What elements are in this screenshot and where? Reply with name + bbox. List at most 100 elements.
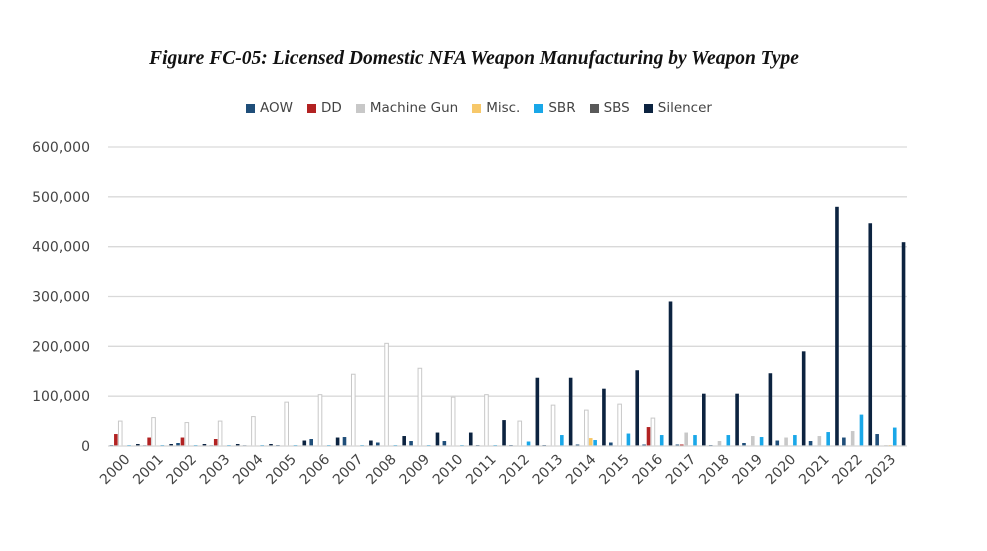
bar-machine-gun-2013 [550, 404, 556, 447]
bar-machine-gun-2019 [750, 436, 755, 446]
bar-sbr-2022 [859, 414, 864, 446]
legend-label: Silencer [657, 100, 712, 116]
bar-aow-2015 [609, 442, 613, 446]
bar-machine-gun-2018 [717, 441, 722, 446]
bar-silencer-2011 [502, 420, 506, 446]
bar-sbr-2017 [693, 435, 697, 446]
bar-silencer-2014 [602, 388, 606, 446]
bar-silencer-2003 [235, 444, 240, 446]
x-tick-label: 2012 [496, 452, 533, 489]
bar-machine-gun-2014 [584, 409, 589, 447]
bar-dd-2000 [114, 434, 118, 446]
y-tick-label: 200,000 [32, 339, 90, 355]
y-tick-label: 0 [81, 439, 90, 455]
legend-item-aow: AOW [246, 100, 293, 116]
bar-silencer-2001 [169, 444, 173, 446]
x-tick-label: 2006 [297, 451, 334, 488]
bar-sbr-2023 [892, 427, 897, 446]
bar-silencer-2009 [435, 432, 440, 446]
bar-silencer-2005 [302, 440, 307, 446]
legend: AOW DD Machine Gun Misc. SBR SBS Silencer [0, 100, 958, 116]
legend-item-sbr: SBR [534, 100, 576, 116]
x-tick-label: 2020 [763, 452, 800, 489]
bar-dd-2003 [213, 439, 218, 446]
x-tick-label: 2002 [164, 452, 201, 489]
bar-silencer-2007 [369, 440, 373, 446]
bar-silencer-2023 [901, 242, 906, 446]
bar-silencer-2000 [136, 444, 140, 446]
bar-aow-2019 [742, 443, 746, 446]
bar-silencer-2012 [535, 377, 540, 446]
x-tick-label: 2014 [563, 451, 600, 488]
x-tick-label: 2013 [530, 452, 567, 489]
x-tick-label: 2015 [596, 452, 633, 489]
bar-machine-gun-2017 [684, 432, 688, 446]
bar-aow-2023 [875, 434, 879, 446]
legend-item-sbs: SBS [589, 100, 630, 116]
bar-silencer-2013 [568, 377, 573, 446]
legend-label: Machine Gun [369, 100, 459, 116]
bar-dd-2002 [180, 437, 185, 446]
legend-swatch [472, 103, 482, 113]
bar-dd-2001 [147, 437, 151, 446]
bar-machine-gun-2007 [350, 373, 356, 447]
legend-label: DD [321, 100, 342, 116]
bar-machine-gun-2010 [450, 396, 456, 447]
legend-item-dd: DD [307, 100, 342, 116]
legend-swatch [246, 103, 256, 113]
bar-machine-gun-2021 [817, 436, 822, 446]
x-tick-label: 2000 [97, 452, 134, 489]
bar-sbr-2014 [593, 440, 597, 446]
bar-aow-2020 [775, 440, 780, 446]
bar-sbr-2012 [526, 441, 531, 446]
bar-machine-gun-2009 [417, 367, 423, 447]
bar-aow-2009 [409, 441, 413, 446]
bar-misc-2014 [588, 438, 593, 446]
bar-sbr-2015 [626, 433, 631, 446]
x-tick-label: 2017 [663, 452, 700, 489]
bar-sbr-2021 [826, 432, 830, 446]
y-tick-label: 500,000 [32, 190, 90, 206]
x-tick-label: 2005 [263, 452, 300, 489]
y-tick-label: 300,000 [32, 290, 90, 306]
bar-aow-2021 [808, 441, 813, 446]
bar-machine-gun-2006 [317, 394, 323, 447]
legend-swatch [534, 103, 544, 113]
bar-machine-gun-2011 [484, 394, 489, 447]
legend-swatch [643, 103, 653, 113]
bar-silencer-2018 [735, 393, 739, 446]
legend-swatch [307, 103, 317, 113]
bar-silencer-2006 [335, 437, 340, 446]
bar-silencer-2021 [835, 206, 839, 446]
bar-silencer-2002 [202, 444, 207, 446]
bar-machine-gun-2001 [151, 417, 156, 447]
bar-sbr-2018 [726, 435, 731, 446]
bar-aow-2007 [342, 437, 347, 446]
x-tick-label: 2010 [430, 452, 467, 489]
legend-label: SBR [548, 100, 576, 116]
bar-machine-gun-2016 [650, 417, 656, 447]
bar-machine-gun-2000 [117, 420, 123, 447]
x-tick-label: 2021 [796, 452, 833, 489]
legend-item-silencer: Silencer [643, 100, 712, 116]
legend-label: SBS [603, 100, 630, 116]
x-tick-label: 2019 [730, 452, 767, 489]
bar-silencer-2022 [868, 223, 873, 446]
bar-silencer-2008 [402, 436, 406, 446]
bar-machine-gun-2022 [850, 431, 855, 446]
x-tick-label: 2009 [397, 452, 434, 489]
bar-machine-gun-2020 [784, 437, 788, 446]
bar-aow-2022 [842, 437, 846, 446]
chart-title: Figure FC-05: Licensed Domestic NFA Weap… [149, 48, 799, 69]
bar-silencer-2010 [468, 432, 473, 446]
x-tick-label: 2004 [230, 451, 267, 488]
legend-swatch [355, 103, 365, 113]
bar-silencer-2016 [668, 301, 673, 446]
bar-dd-2017 [680, 444, 684, 446]
bar-machine-gun-2002 [184, 422, 190, 447]
bar-silencer-2020 [801, 351, 806, 446]
bar-aow-2017 [675, 444, 680, 446]
x-tick-label: 2003 [197, 452, 234, 489]
x-tick-label: 2016 [630, 451, 667, 488]
